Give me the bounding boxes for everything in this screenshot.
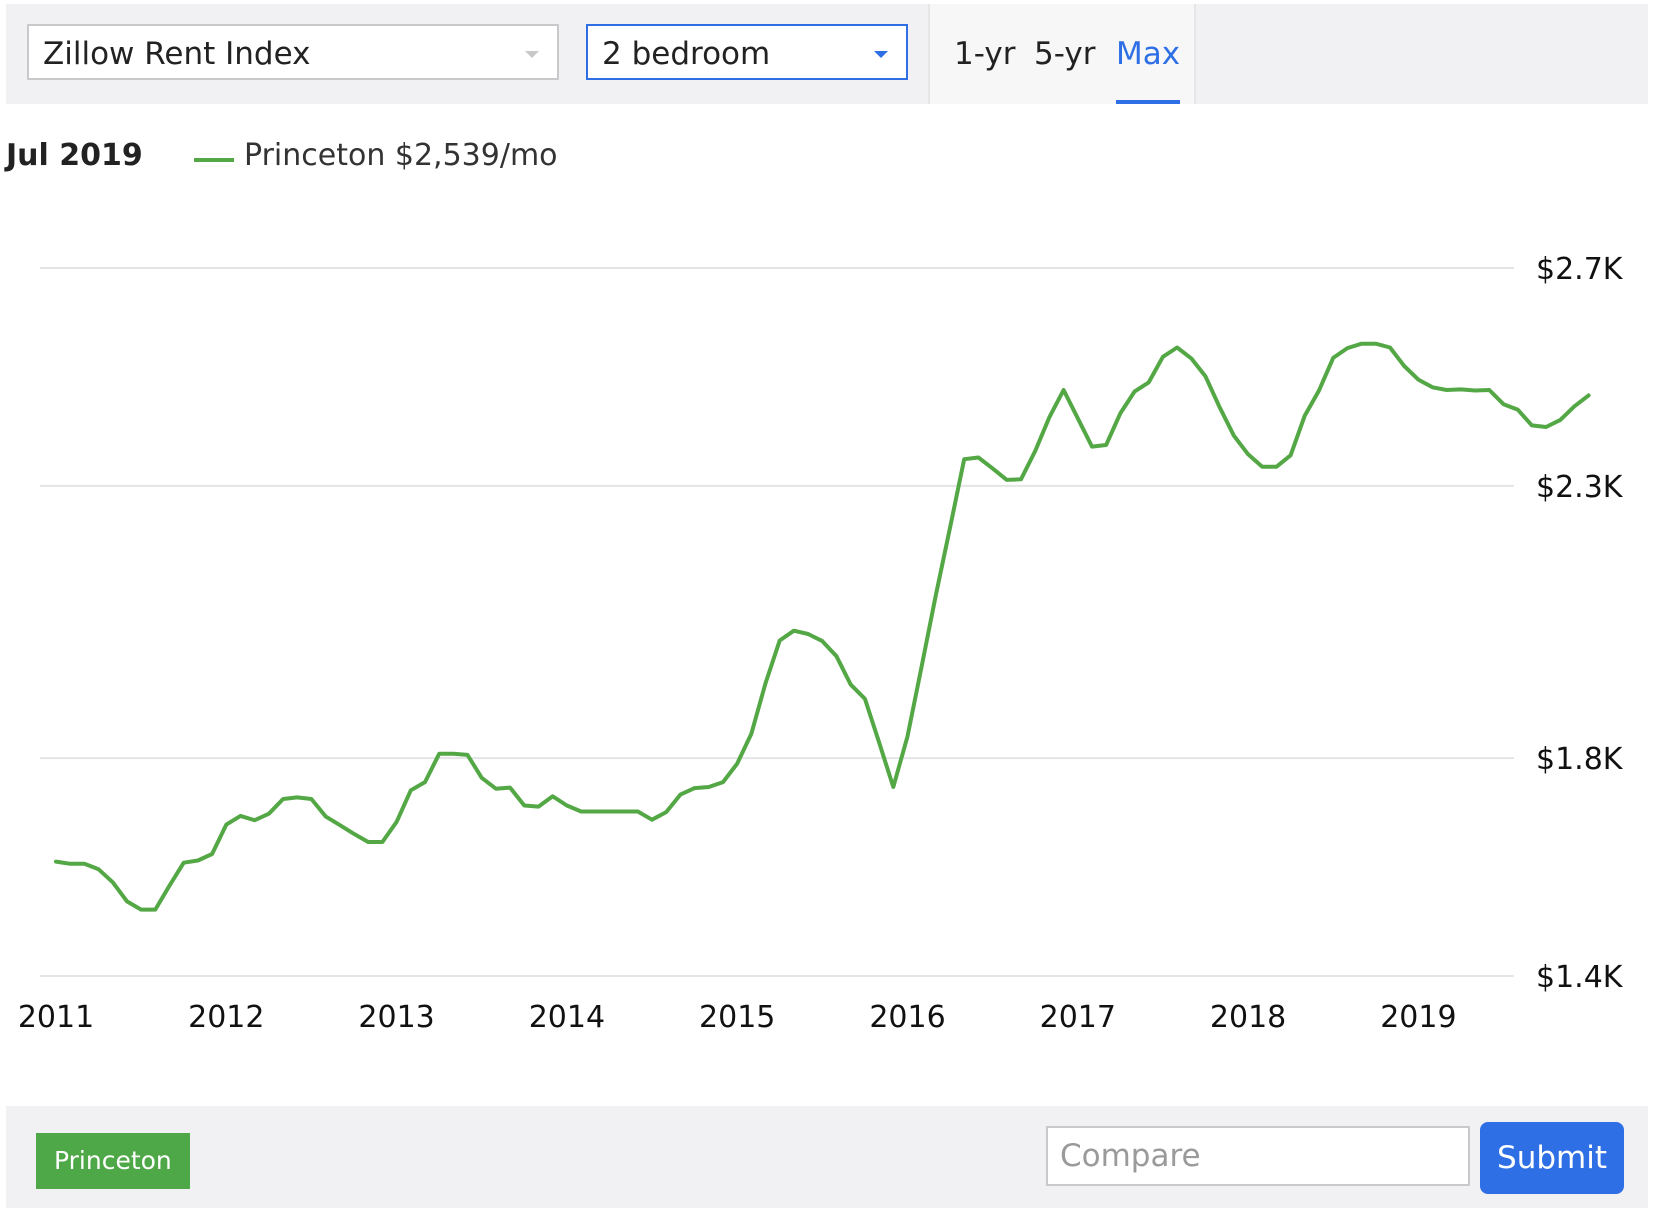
series-line-princeton <box>54 341 1591 912</box>
x-tick-label: 2017 <box>1040 1000 1116 1035</box>
metric-select-value: Zillow Rent Index <box>43 36 311 72</box>
bedroom-select-value: 2 bedroom <box>602 36 771 72</box>
series-group <box>54 341 1591 912</box>
x-tick-label: 2013 <box>358 1000 434 1035</box>
x-axis-ticks: 2011 2012 2013 2014 2015 2016 2017 2018 2019 <box>18 1000 1457 1035</box>
y-tick-label: $1.8K <box>1536 742 1624 777</box>
tab-5yr[interactable]: 5-yr <box>1034 36 1096 72</box>
top-controls-bar: Zillow Rent Index 2 bedroom 1-yr 5-yr Ma… <box>6 4 1648 104</box>
chevron-down-icon <box>525 51 539 58</box>
rent-index-line-chart: $2.7K$2.3K$1.8K$1.4K 2011 2012 2013 2014 201… <box>18 252 1624 1035</box>
gridlines <box>40 267 1514 977</box>
x-tick-label: 2011 <box>18 1000 94 1035</box>
x-tick-label: 2016 <box>869 1000 945 1035</box>
x-tick-label: 2015 <box>699 1000 775 1035</box>
y-axis-ticks: $2.7K $2.3K $1.8K $1.4K <box>1536 252 1624 995</box>
legend-series-label: Princeton $2,539/mo <box>244 138 558 173</box>
tab-max[interactable]: Max <box>1116 4 1181 104</box>
y-tick-label: $1.4K <box>1536 960 1624 995</box>
legend-line-swatch <box>194 158 234 162</box>
location-tag-princeton[interactable]: Princeton <box>36 1133 190 1189</box>
bottom-compare-bar: Princeton Submit <box>6 1106 1648 1208</box>
x-tick-label: 2019 <box>1380 1000 1456 1035</box>
bedroom-select[interactable]: 2 bedroom <box>586 24 908 80</box>
submit-button[interactable]: Submit <box>1480 1122 1624 1194</box>
chevron-down-icon <box>874 51 888 58</box>
x-tick-label: 2012 <box>188 1000 264 1035</box>
x-tick-label: 2014 <box>529 1000 605 1035</box>
x-tick-label: 2018 <box>1210 1000 1286 1035</box>
time-range-tabs: 1-yr 5-yr Max <box>928 4 1196 104</box>
y-tick-label: $2.7K <box>1536 252 1624 287</box>
legend-date: Jul 2019 <box>6 138 143 173</box>
y-tick-label: $2.3K <box>1536 470 1624 505</box>
compare-input[interactable] <box>1046 1126 1470 1186</box>
metric-select[interactable]: Zillow Rent Index <box>27 24 559 80</box>
tab-1yr[interactable]: 1-yr <box>954 36 1016 72</box>
